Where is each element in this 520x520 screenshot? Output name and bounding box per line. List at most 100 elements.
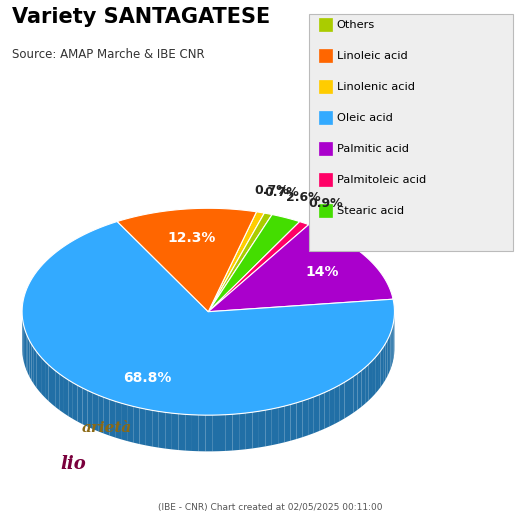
Text: lio: lio	[61, 456, 87, 473]
Polygon shape	[212, 415, 219, 451]
Text: Others: Others	[336, 20, 375, 30]
Text: (IBE - CNR) Chart created at 02/05/2025 00:11:00: (IBE - CNR) Chart created at 02/05/2025 …	[158, 503, 383, 512]
Polygon shape	[391, 329, 392, 369]
Polygon shape	[357, 371, 361, 410]
Text: Oleic acid: Oleic acid	[336, 113, 393, 123]
Polygon shape	[308, 397, 314, 435]
Polygon shape	[127, 405, 133, 443]
Polygon shape	[385, 340, 387, 380]
Polygon shape	[375, 354, 378, 394]
Polygon shape	[278, 406, 284, 444]
Polygon shape	[24, 326, 25, 366]
Bar	[319, 142, 332, 155]
Polygon shape	[139, 408, 146, 446]
Polygon shape	[259, 410, 265, 448]
Polygon shape	[296, 401, 303, 439]
Polygon shape	[239, 413, 246, 450]
Polygon shape	[324, 390, 330, 428]
Polygon shape	[272, 408, 278, 445]
Polygon shape	[349, 376, 353, 415]
Polygon shape	[209, 213, 272, 311]
Polygon shape	[372, 358, 375, 397]
Polygon shape	[32, 344, 34, 384]
Bar	[319, 204, 332, 217]
Polygon shape	[121, 403, 127, 441]
Polygon shape	[73, 383, 77, 422]
Bar	[319, 49, 332, 62]
Polygon shape	[68, 380, 73, 419]
Polygon shape	[209, 225, 393, 311]
Text: Stearic acid: Stearic acid	[336, 206, 404, 216]
Polygon shape	[117, 209, 256, 311]
Polygon shape	[159, 411, 165, 449]
Polygon shape	[77, 385, 83, 424]
Polygon shape	[369, 361, 372, 400]
Polygon shape	[209, 222, 309, 311]
Text: Source: AMAP Marche & IBE CNR: Source: AMAP Marche & IBE CNR	[12, 48, 204, 61]
Polygon shape	[365, 364, 369, 404]
Polygon shape	[45, 361, 48, 401]
Polygon shape	[146, 409, 152, 447]
Polygon shape	[103, 397, 109, 436]
Polygon shape	[185, 414, 192, 451]
Polygon shape	[219, 415, 226, 451]
Text: 68.8%: 68.8%	[123, 371, 172, 385]
Polygon shape	[22, 222, 395, 415]
Polygon shape	[25, 330, 26, 370]
Polygon shape	[109, 399, 115, 437]
FancyBboxPatch shape	[309, 15, 513, 251]
Polygon shape	[152, 410, 159, 448]
Polygon shape	[36, 352, 39, 391]
Polygon shape	[389, 333, 391, 373]
Polygon shape	[52, 368, 56, 407]
Polygon shape	[344, 380, 349, 419]
Text: Linolenic acid: Linolenic acid	[336, 82, 414, 92]
Polygon shape	[48, 365, 52, 404]
Text: 2.6%: 2.6%	[286, 191, 321, 204]
Polygon shape	[381, 347, 383, 387]
Polygon shape	[178, 414, 185, 450]
Polygon shape	[115, 401, 121, 439]
Polygon shape	[314, 395, 319, 433]
Polygon shape	[172, 413, 178, 450]
Polygon shape	[192, 415, 199, 451]
Text: Linoleic acid: Linoleic acid	[336, 50, 407, 61]
Polygon shape	[387, 336, 389, 376]
Polygon shape	[133, 407, 139, 444]
Polygon shape	[335, 385, 340, 424]
Polygon shape	[205, 415, 212, 451]
Polygon shape	[93, 393, 98, 432]
Polygon shape	[34, 348, 36, 387]
Bar	[319, 111, 332, 124]
Polygon shape	[209, 215, 300, 311]
Polygon shape	[340, 382, 344, 421]
Bar	[319, 173, 332, 186]
Polygon shape	[361, 368, 365, 407]
Polygon shape	[98, 395, 103, 434]
Polygon shape	[383, 344, 385, 383]
Polygon shape	[30, 341, 32, 381]
Polygon shape	[284, 405, 291, 443]
Polygon shape	[232, 414, 239, 450]
Polygon shape	[39, 355, 42, 394]
Text: Palmitic acid: Palmitic acid	[336, 144, 409, 154]
Polygon shape	[392, 326, 393, 366]
Polygon shape	[22, 319, 23, 358]
Polygon shape	[64, 377, 68, 416]
Polygon shape	[209, 212, 264, 311]
Polygon shape	[60, 374, 64, 413]
Polygon shape	[246, 412, 252, 449]
Polygon shape	[23, 322, 24, 362]
Polygon shape	[291, 403, 296, 441]
Polygon shape	[393, 322, 394, 361]
Text: 0.9%: 0.9%	[308, 197, 343, 210]
Polygon shape	[28, 337, 30, 377]
Polygon shape	[265, 409, 272, 446]
Polygon shape	[87, 391, 93, 429]
Text: 0.7%: 0.7%	[264, 186, 299, 199]
Polygon shape	[252, 411, 259, 448]
Text: Palmitoleic acid: Palmitoleic acid	[336, 175, 426, 185]
Polygon shape	[330, 387, 335, 426]
Bar	[319, 18, 332, 31]
Polygon shape	[319, 393, 324, 431]
